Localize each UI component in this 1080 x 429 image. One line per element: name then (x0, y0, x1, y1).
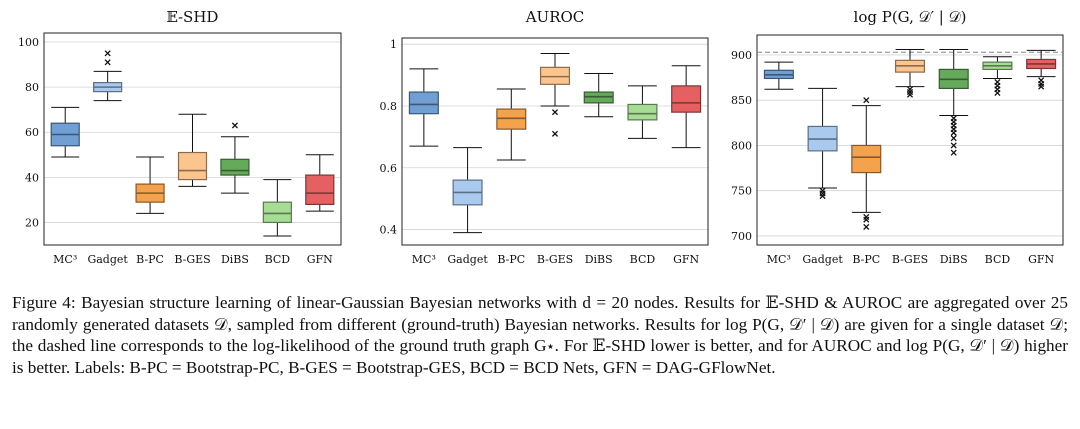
outlier-marker (1038, 83, 1045, 90)
chart-panel-2: AUROC 0.4 0.6 0.8 1 MC³ Gadget B-PC B-GES DiBS BCD… (380, 8, 709, 266)
x-tick-label: GFN (673, 253, 699, 266)
figure-caption: Figure 4: Bayesian structure learning of… (12, 292, 1068, 378)
x-tick-label: GFN (307, 253, 333, 266)
x-tick-label: Gadget (447, 253, 488, 266)
y-tick-label: 20 (25, 216, 39, 229)
x-tick-label: DiBS (221, 253, 249, 266)
y-tick-label: 60 (25, 126, 39, 139)
chart-panel-3: log P(G, 𝒟′ | 𝒟) 700 750 800 850 900 MC³ Gadget… (731, 8, 1064, 266)
y-tick-label: 1 (390, 38, 397, 51)
x-tick-label: B-PC (852, 253, 880, 266)
outlier-marker (994, 89, 1001, 96)
box-B-GES (539, 52, 571, 137)
outlier-marker (950, 142, 957, 149)
caption-text: Figure 4: Bayesian structure learning of… (12, 293, 1068, 377)
box-B-PC (135, 156, 165, 214)
box-DiBS (220, 122, 250, 194)
x-tick-label: B-PC (136, 253, 164, 266)
box-GFN (1026, 49, 1057, 90)
box-MC3 (763, 61, 794, 90)
x-tick-label: MC³ (53, 253, 77, 266)
y-tick-label: 80 (25, 81, 39, 94)
y-tick-label: 750 (731, 185, 752, 198)
box-plot-figure: 𝔼-SHD 20 40 60 80 100 MC³ Gadget B-PC B-GES DiBS BC… (18, 8, 1064, 266)
box-B-GES (894, 48, 926, 98)
box-MC3 (50, 106, 80, 158)
y-tick-label: 700 (731, 230, 752, 243)
outlier-marker (863, 97, 870, 104)
x-tick-label: GFN (1028, 253, 1054, 266)
y-tick-label: 0.6 (380, 162, 398, 175)
box-B-GES (177, 113, 208, 187)
box-iqr (177, 151, 208, 181)
box-B-PC (851, 97, 882, 230)
outlier-marker (863, 223, 870, 230)
outlier-marker (906, 91, 914, 98)
box-iqr (305, 174, 335, 206)
box-BCD (262, 179, 292, 237)
box-iqr (851, 144, 882, 174)
outlier-marker (863, 216, 870, 223)
outlier-marker (104, 59, 111, 66)
chart-title: AUROC (525, 8, 585, 26)
x-tick-label: DiBS (940, 253, 968, 266)
chart-title: log P(G, 𝒟′ | 𝒟) (854, 8, 967, 26)
y-tick-label: 800 (731, 139, 752, 152)
y-tick-label: 40 (25, 171, 39, 184)
outlier-marker (950, 129, 957, 136)
box-iqr (220, 158, 250, 176)
box-B-PC (496, 88, 527, 161)
y-tick-label: 100 (18, 36, 39, 49)
outlier-marker (231, 122, 238, 129)
x-tick-label: DiBS (585, 253, 613, 266)
box-iqr (262, 201, 292, 224)
box-Gadget (807, 87, 838, 200)
plot-frame (756, 34, 1064, 246)
box-DiBS (583, 73, 614, 118)
box-MC3 (408, 68, 439, 147)
y-tick-label: 850 (731, 94, 752, 107)
x-tick-label: BCD (985, 253, 1011, 266)
x-tick-label: MC³ (412, 253, 436, 266)
box-iqr (671, 85, 702, 113)
box-BCD (627, 85, 658, 139)
outlier-marker (551, 109, 559, 116)
outlier-marker (819, 193, 826, 200)
x-tick-label: BCD (265, 253, 291, 266)
box-BCD (982, 56, 1013, 96)
plot-frame (43, 32, 342, 246)
x-tick-label: B-GES (174, 253, 210, 266)
box-iqr (627, 103, 658, 121)
y-tick-label: 0.4 (380, 224, 398, 237)
box-Gadget (452, 147, 483, 234)
box-GFN (671, 65, 702, 149)
x-tick-label: B-GES (892, 253, 928, 266)
box-GFN (305, 154, 335, 212)
outlier-marker (551, 130, 559, 137)
box-Gadget (93, 50, 123, 102)
chart-panel-1: 𝔼-SHD 20 40 60 80 100 MC³ Gadget B-PC B-GES DiBS BC… (18, 8, 342, 266)
x-tick-label: B-PC (497, 253, 525, 266)
y-tick-label: 0.8 (380, 100, 398, 113)
x-tick-label: B-GES (537, 253, 573, 266)
y-tick-label: 900 (731, 49, 752, 62)
chart-title: 𝔼-SHD (167, 8, 219, 26)
x-tick-label: Gadget (802, 253, 843, 266)
outlier-marker (950, 149, 957, 156)
outlier-marker (104, 50, 111, 57)
x-tick-label: BCD (630, 253, 656, 266)
x-tick-label: MC³ (767, 253, 791, 266)
plot-frame (401, 37, 709, 246)
outlier-marker (950, 135, 957, 142)
box-DiBS (938, 48, 969, 156)
box-iqr (408, 91, 439, 115)
x-tick-label: Gadget (87, 253, 128, 266)
